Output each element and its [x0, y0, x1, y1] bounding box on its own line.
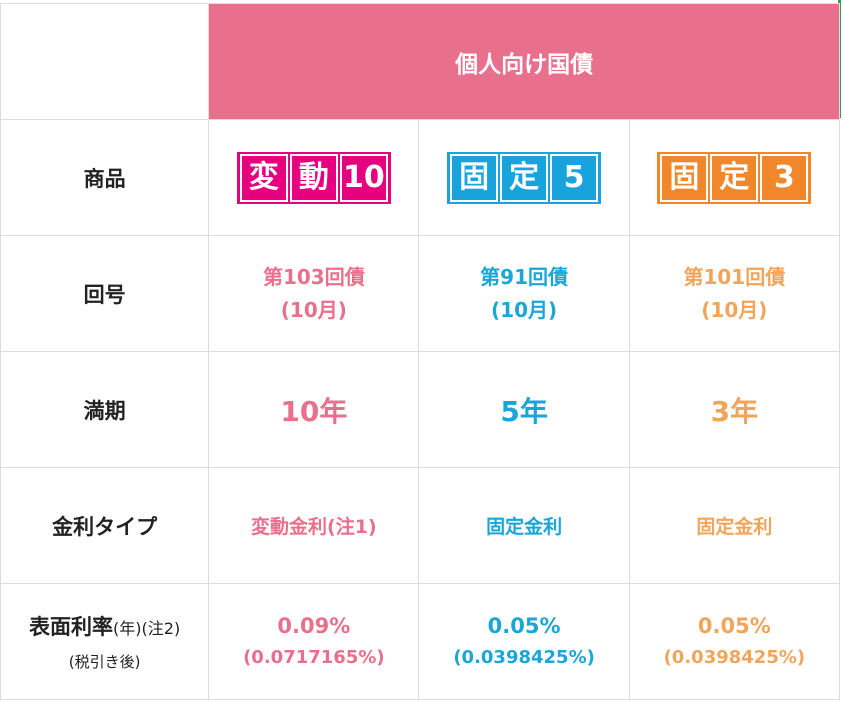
badge-char: 定: [500, 153, 549, 202]
coupon-rate-after-tax: (0.0398425%): [453, 646, 595, 668]
coupon-rate: 0.05%: [697, 613, 771, 638]
hendo10-badge[interactable]: 変動 10: [236, 151, 391, 204]
badge-char: 5: [550, 153, 599, 202]
coupon-cell: 0.09% (0.0717165%): [208, 583, 420, 700]
issue-month: (10月): [491, 297, 558, 322]
header-title: 個人向け国債: [208, 3, 840, 120]
coupon-rate: 0.05%: [487, 613, 561, 638]
coupon-row: 表面利率(年)(注2) (税引き後) 0.09% (0.0717165%) 0.…: [0, 583, 841, 700]
maturity-label: 満期: [0, 351, 210, 468]
badge-char: 定: [710, 153, 759, 202]
rate-type-value: 変動金利(注1): [208, 467, 420, 584]
product-cell-hendo10[interactable]: 変動 10: [208, 119, 420, 236]
maturity-row: 満期 10年 5年 3年: [0, 351, 841, 468]
coupon-label-suffix: (年)(注2): [113, 619, 181, 638]
issue-cell: 第103回債 (10月): [208, 235, 420, 352]
issue-number: 第91回債: [480, 264, 568, 289]
issue-number: 第103回債: [262, 264, 365, 289]
coupon-rate: 0.09%: [277, 613, 351, 638]
product-label: 商品: [0, 119, 210, 236]
badge-char: 10: [339, 153, 388, 202]
rate-type-row: 金利タイプ 変動金利(注1) 固定金利 固定金利: [0, 467, 841, 584]
rate-type-value: 固定金利: [628, 467, 841, 584]
issue-label: 回号: [0, 235, 210, 352]
table-header-row: 個人向け国債: [0, 3, 840, 120]
badge-char: 3: [760, 153, 809, 202]
coupon-cell: 0.05% (0.0398425%): [418, 583, 630, 700]
badge-char: 動: [289, 153, 338, 202]
issue-row: 回号 第103回債 (10月) 第91回債 (10月) 第101回債 (10月): [0, 235, 841, 352]
maturity-value: 5年: [418, 351, 630, 468]
issue-cell: 第91回債 (10月): [418, 235, 630, 352]
coupon-rate-after-tax: (0.0398425%): [663, 646, 806, 668]
issue-number: 第101回債: [683, 264, 786, 289]
coupon-label-sub: (税引き後): [68, 653, 141, 671]
issue-month: (10月): [701, 297, 768, 322]
coupon-label: 表面利率: [29, 615, 114, 639]
rate-type-label: 金利タイプ: [0, 467, 210, 584]
rate-type-value: 固定金利: [418, 467, 630, 584]
badge-char: 変: [239, 153, 288, 202]
coupon-rate-after-tax: (0.0717165%): [243, 646, 385, 668]
coupon-label-cell: 表面利率(年)(注2) (税引き後): [0, 583, 210, 700]
issue-month: (10月): [280, 297, 347, 322]
issue-cell: 第101回債 (10月): [628, 235, 841, 352]
coupon-cell: 0.05% (0.0398425%): [628, 583, 841, 700]
badge-char: 固: [450, 153, 499, 202]
maturity-value: 3年: [628, 351, 841, 468]
header-empty-cell: [0, 3, 210, 120]
scroll-edge-accent: [838, 0, 841, 118]
maturity-value: 10年: [208, 351, 420, 468]
badge-char: 固: [660, 153, 709, 202]
